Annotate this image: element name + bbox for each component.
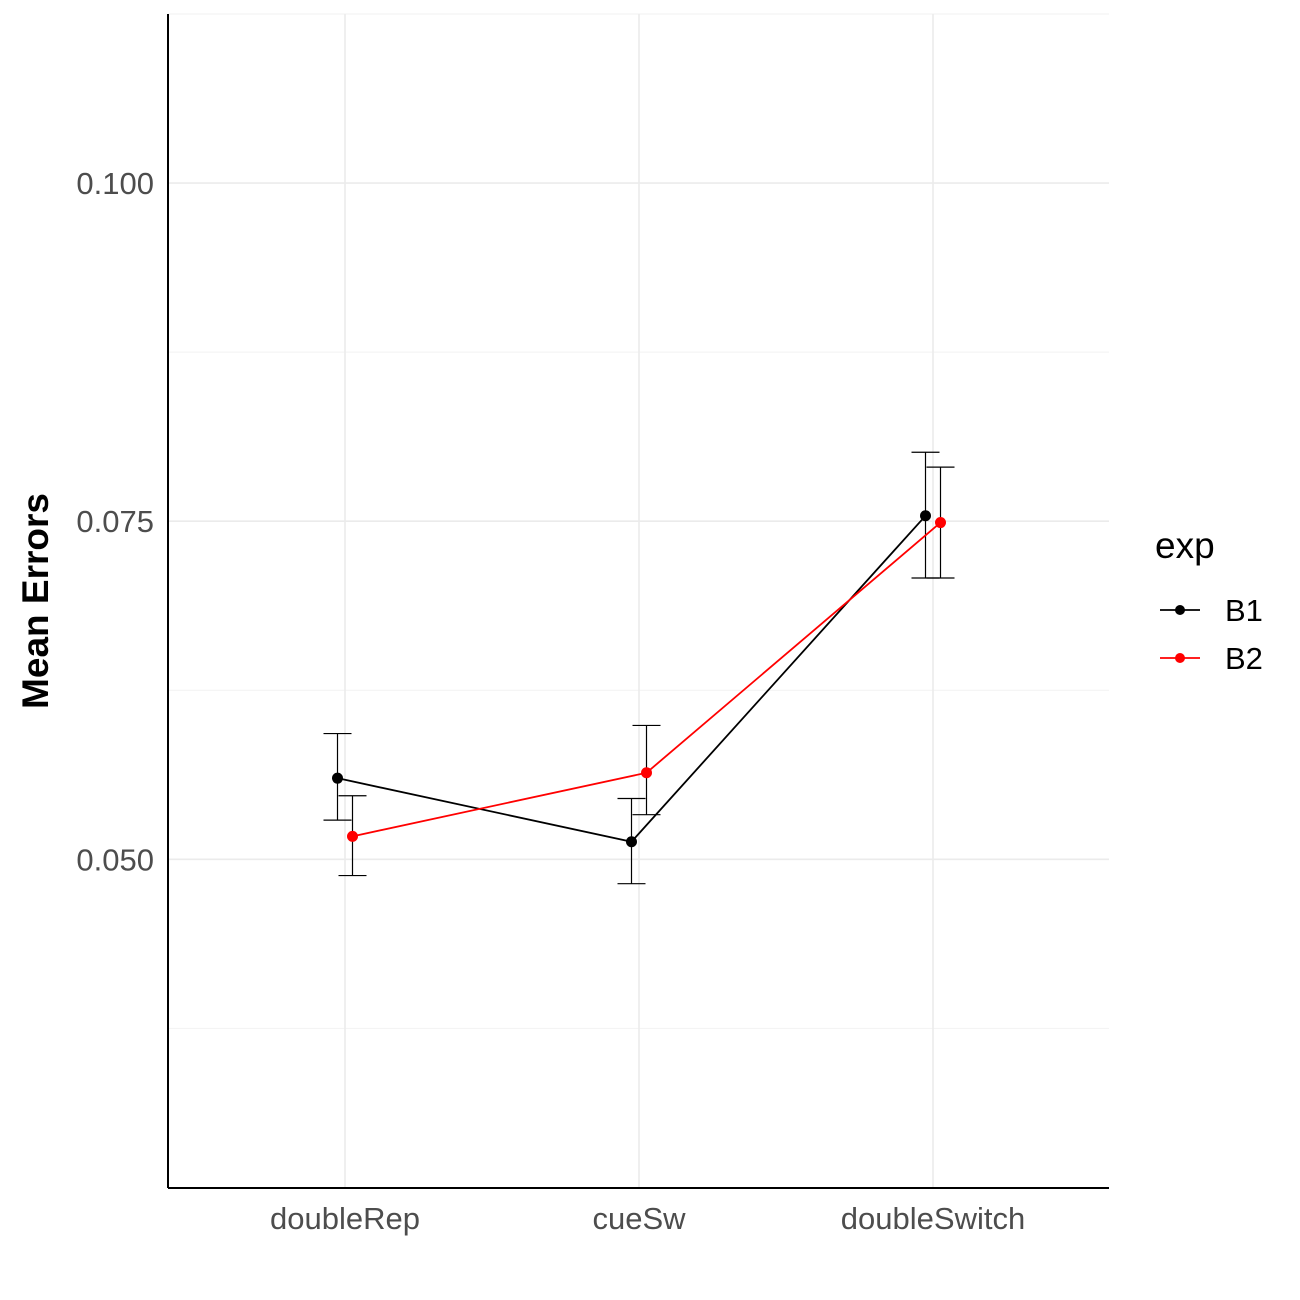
legend-key-point — [1175, 653, 1185, 663]
legend-item-B2: B2 — [1160, 641, 1263, 676]
series-layer — [323, 451, 955, 885]
data-point — [332, 772, 343, 784]
legend-title: exp — [1155, 525, 1215, 566]
data-point — [626, 836, 637, 848]
data-point — [920, 510, 931, 522]
series-B1 — [323, 451, 940, 885]
x-tick-label: doubleRep — [270, 1201, 420, 1236]
y-tick-label: 0.100 — [76, 166, 154, 201]
x-tick-labels: doubleRep cueSw doubleSwitch — [270, 1201, 1025, 1236]
x-tick-label: cueSw — [592, 1201, 686, 1236]
axes — [167, 14, 1109, 1189]
legend-key-point — [1175, 605, 1185, 615]
y-tick-label: 0.050 — [76, 842, 154, 877]
y-tick-labels: 0.050 0.075 0.100 — [76, 166, 154, 877]
series-B2 — [338, 466, 955, 877]
x-tick-label: doubleSwitch — [841, 1201, 1025, 1236]
data-point — [935, 517, 946, 529]
y-axis-title: Mean Errors — [15, 493, 56, 709]
y-tick-label: 0.075 — [76, 504, 154, 539]
legend-label: B2 — [1225, 641, 1263, 676]
grid — [168, 13, 1109, 1188]
data-point — [641, 767, 652, 779]
data-point — [347, 830, 358, 842]
legend-label: B1 — [1225, 593, 1263, 628]
legend-item-B1: B1 — [1160, 593, 1263, 628]
series-line — [337, 515, 927, 843]
